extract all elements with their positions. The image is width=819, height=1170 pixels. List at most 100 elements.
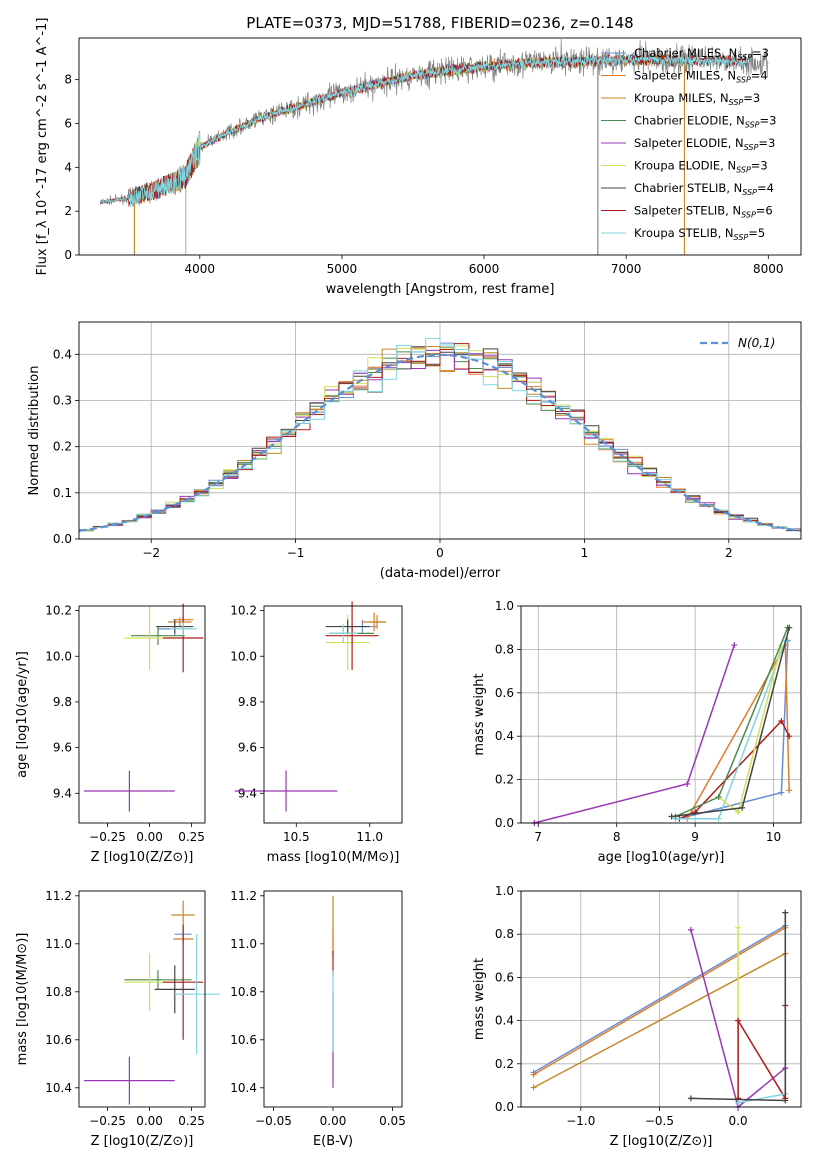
y-tick-label: 0.2 [495,1057,514,1071]
chart-age-vs-Z: −0.25 0.00 0.25 9.4 9.6 9.8 10.0 10.2 Z [log10(Z… [15,603,206,865]
legend-label: Salpeter ELODIE, NSSP=3 [634,136,775,152]
x-tick-label: −0.05 [255,1114,292,1128]
weight-marker [530,1084,537,1091]
chart-mass-vs-Z: −0.25 0.00 0.25 10.4 10.6 10.8 11.0 11.2 Z [log1… [15,889,221,1149]
y-tick-label: 10.0 [45,649,72,663]
weight-marker [786,787,793,794]
x-axis-label: mass [log10(M/M⊙)] [267,850,400,865]
y-tick-label: 0.1 [53,486,72,500]
x-tick-label: 10.5 [283,830,310,844]
x-tick-label: 0.00 [320,1114,347,1128]
y-tick-label: 10.6 [230,1033,257,1047]
weight-marker [782,1097,789,1104]
chart-spectrum: 4000 5000 6000 7000 8000 0 2 4 6 8 wavelength [Ang… [35,18,802,297]
axes-frame [78,890,206,1108]
weight-marker [684,780,691,787]
y-axis-label: mass weight [472,673,487,755]
y-tick-label: 0 [64,248,72,262]
weight-line [675,627,789,818]
y-tick-label: 0.3 [53,393,72,407]
y-tick-label: 9.6 [238,741,257,755]
axes-frame [263,605,403,824]
weight-marker [739,804,746,811]
errorbars [84,900,221,1105]
weight-marker [715,793,722,800]
x-axis-label: E(B-V) [313,1134,353,1149]
x-tick-label: −0.25 [89,830,126,844]
axes-frame [520,890,802,1108]
plots: 4000 5000 6000 7000 8000 0 2 4 6 8 wavelength [Ang… [15,18,802,1149]
legend-label: Chabrier STELIB, NSSP=4 [634,181,774,197]
y-tick-label: 10.4 [45,1081,72,1095]
weight-line [534,644,736,824]
errorbars [234,601,386,812]
x-tick-label: 0.25 [178,830,205,844]
weight-marker [715,815,722,822]
y-tick-label: 9.8 [238,695,257,709]
y-tick-label: 0.0 [495,816,514,830]
y-axis-label: Normed distribution [27,366,42,496]
chart-mass-vs-ebv: −0.05 0.00 0.05 10.4 10.6 10.8 11.0 11.2 E(B-V) [230,889,406,1149]
x-tick-label: −0.5 [645,1114,674,1128]
y-tick-label: 9.8 [53,695,72,709]
x-tick-label: 6000 [469,262,500,276]
y-axis-label: age [log10(age/yr)] [15,651,30,778]
legend-label: Chabrier ELODIE, NSSP=3 [634,114,776,130]
y-tick-label: 0.0 [495,1100,514,1114]
y-tick-label: 11.2 [45,889,72,903]
x-tick-label: 0.25 [178,1114,205,1128]
x-tick-label: 0 [436,546,444,560]
y-tick-label: 0.6 [495,686,514,700]
y-tick-label: 10.2 [230,604,257,618]
weight-marker [735,1017,742,1024]
weight-line [675,640,787,820]
weight-marker [786,733,793,740]
weight-marker [735,1099,742,1106]
chart-age-vs-mass: 10.5 11.0 9.4 9.6 9.8 10.0 10.2 mass [log10(M/M… [230,601,403,865]
x-tick-label: 4000 [185,262,216,276]
weight-marker [530,1071,537,1078]
y-tick-label: 10.6 [45,1033,72,1047]
weight-marker [687,926,694,933]
x-tick-label: −0.25 [89,1114,126,1128]
x-tick-label: 8000 [753,262,784,276]
weight-marker [687,1095,694,1102]
errorbars [84,603,204,812]
y-tick-label: 0.4 [495,729,514,743]
weight-marker [786,624,793,631]
y-tick-label: 10.8 [230,985,257,999]
x-tick-label: 0.05 [379,1114,406,1128]
x-tick-label: −2 [142,546,160,560]
y-axis-label: Flux [f_λ 10^-17 erg cm^-2 s^-1 A^-1] [35,18,50,276]
weight-marker [735,809,742,816]
weight-line [737,1005,787,1102]
weight-marker [778,789,785,796]
x-tick-label: 7000 [611,262,642,276]
y-axis-label: mass [log10(M/M⊙)] [15,933,30,1066]
weight-line [533,924,786,1074]
y-tick-label: 1.0 [495,599,514,613]
x-tick-label: 7 [534,830,542,844]
x-tick-label: 1 [581,546,589,560]
y-tick-label: 6 [64,116,72,130]
axes-frame [78,37,802,256]
y-tick-label: 10.8 [45,985,72,999]
y-tick-label: 0.2 [53,440,72,454]
y-tick-label: 10.2 [45,604,72,618]
weight-marker [782,909,789,916]
x-tick-label: 8 [613,830,621,844]
x-tick-label: 5000 [327,262,358,276]
y-tick-label: 11.2 [230,889,257,903]
legend-label: Kroupa MILES, NSSP=3 [634,91,760,107]
x-tick-label: 0.00 [136,1114,163,1128]
x-tick-label: 10 [766,830,781,844]
spectrum-lines [99,38,769,255]
y-tick-label: 4 [64,160,72,174]
y-tick-label: 9.4 [53,786,72,800]
histogram-lines [79,337,801,532]
figure-title: PLATE=0373, MJD=51788, FIBERID=0236, z=0… [246,14,633,32]
y-tick-label: 9.4 [238,786,257,800]
y-tick-label: 2 [64,204,72,218]
y-tick-label: 11.0 [45,937,72,951]
legend-label: Salpeter MILES, NSSP=4 [634,69,768,85]
